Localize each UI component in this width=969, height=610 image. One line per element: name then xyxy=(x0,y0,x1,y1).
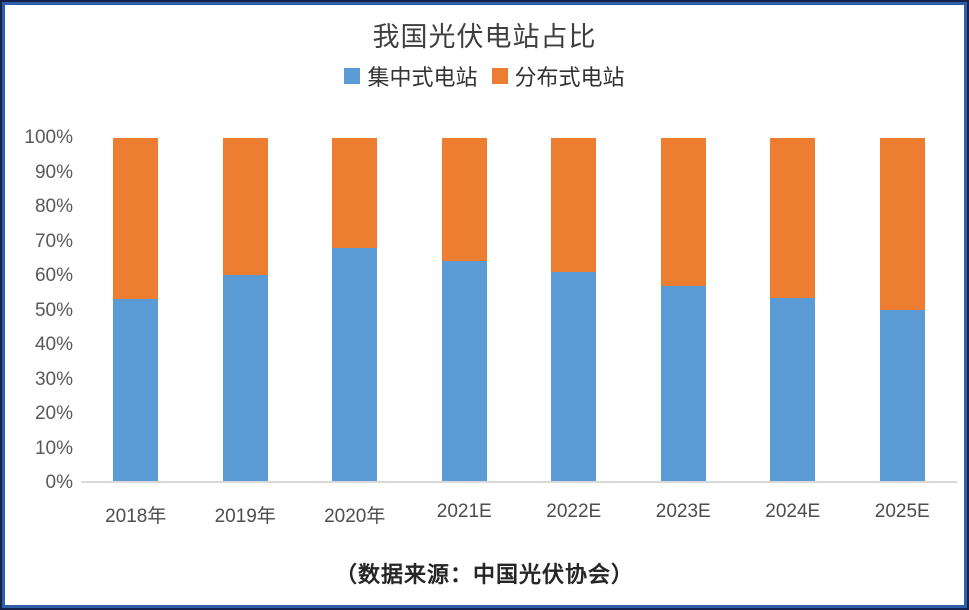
bar-segment-集中式电站 xyxy=(441,261,487,481)
bar-slot xyxy=(410,138,520,481)
bar-segment-集中式电站 xyxy=(879,309,925,481)
y-axis-tick-label: 30% xyxy=(34,368,73,390)
bar-slot xyxy=(519,138,629,481)
stacked-bar xyxy=(879,138,925,481)
legend-item-label: 分布式电站 xyxy=(514,65,625,90)
y-axis-tick-label: 70% xyxy=(34,230,73,252)
y-axis-tick-label: 20% xyxy=(34,403,73,424)
x-axis-label: 2023E xyxy=(655,501,711,522)
y-axis-tick-label: 0% xyxy=(45,472,73,493)
bar-segment-分布式电站 xyxy=(879,138,925,310)
stacked-bar xyxy=(113,138,159,481)
chart-title: 我国光伏电站占比 xyxy=(372,22,597,52)
x-axis-label: 2018年 xyxy=(105,506,167,527)
y-axis-tick-label: 60% xyxy=(34,265,73,286)
bar-segment-分布式电站 xyxy=(551,138,597,272)
legend-item: 集中式电站 xyxy=(344,60,478,92)
x-axis-label: 2024E xyxy=(765,501,821,522)
y-axis-tick-label: 50% xyxy=(34,299,73,321)
bar-segment-集中式电站 xyxy=(660,285,706,481)
legend-item: 分布式电站 xyxy=(491,60,625,92)
bar-segment-集中式电站 xyxy=(113,299,159,481)
bar-segment-集中式电站 xyxy=(770,297,816,481)
stacked-bar xyxy=(332,138,378,481)
bar-slot xyxy=(738,138,848,481)
y-axis-tick-label: 100% xyxy=(24,127,73,148)
plot-area xyxy=(81,138,957,483)
bar-segment-分布式电站 xyxy=(770,138,816,298)
bar-segment-分布式电站 xyxy=(113,138,159,300)
bar-slot xyxy=(300,138,410,481)
bar-segment-集中式电站 xyxy=(222,275,268,481)
x-axis-label: 2025E xyxy=(874,501,930,522)
stacked-bar xyxy=(222,138,268,481)
bar-segment-分布式电站 xyxy=(222,138,268,276)
bar-slot xyxy=(81,138,191,481)
y-axis-tick-label: 90% xyxy=(34,161,73,183)
x-axis: 2018年 2019年 2020年 2021E 2022E 2023E 2024E 2025E xyxy=(81,501,957,528)
x-axis-label: 2019年 xyxy=(214,506,276,527)
x-axis-label: 2022E xyxy=(546,501,602,522)
bar-segment-集中式电站 xyxy=(332,247,378,481)
legend-item-label: 集中式电站 xyxy=(367,65,478,90)
source-caption: （数据来源：中国光伏协会） xyxy=(334,562,634,587)
y-axis: 0% 10% 20% 30% 40% 50% 60% 70% 80% 90% 100% xyxy=(5,127,73,493)
y-axis-tick-label: 40% xyxy=(34,334,73,355)
stacked-bar xyxy=(441,138,487,481)
x-axis-label: 2020年 xyxy=(324,506,386,527)
bar-segment-分布式电站 xyxy=(441,138,487,262)
y-axis-tick-label: 80% xyxy=(34,196,73,217)
bar-slot xyxy=(848,138,958,481)
stacked-bar xyxy=(551,138,597,481)
bar-segment-分布式电站 xyxy=(660,138,706,286)
x-axis-label: 2021E xyxy=(436,501,492,522)
legend: 集中式电站 分布式电站 xyxy=(5,60,964,92)
bar-segment-集中式电站 xyxy=(551,271,597,481)
bar-segment-分布式电站 xyxy=(332,138,378,248)
legend-swatch xyxy=(344,68,361,84)
legend-swatch xyxy=(491,68,508,84)
stacked-bar xyxy=(660,138,706,481)
y-axis-tick-label: 10% xyxy=(34,437,73,459)
bar-slot xyxy=(629,138,739,481)
bar-slot xyxy=(191,138,301,481)
stacked-bar xyxy=(770,138,816,481)
